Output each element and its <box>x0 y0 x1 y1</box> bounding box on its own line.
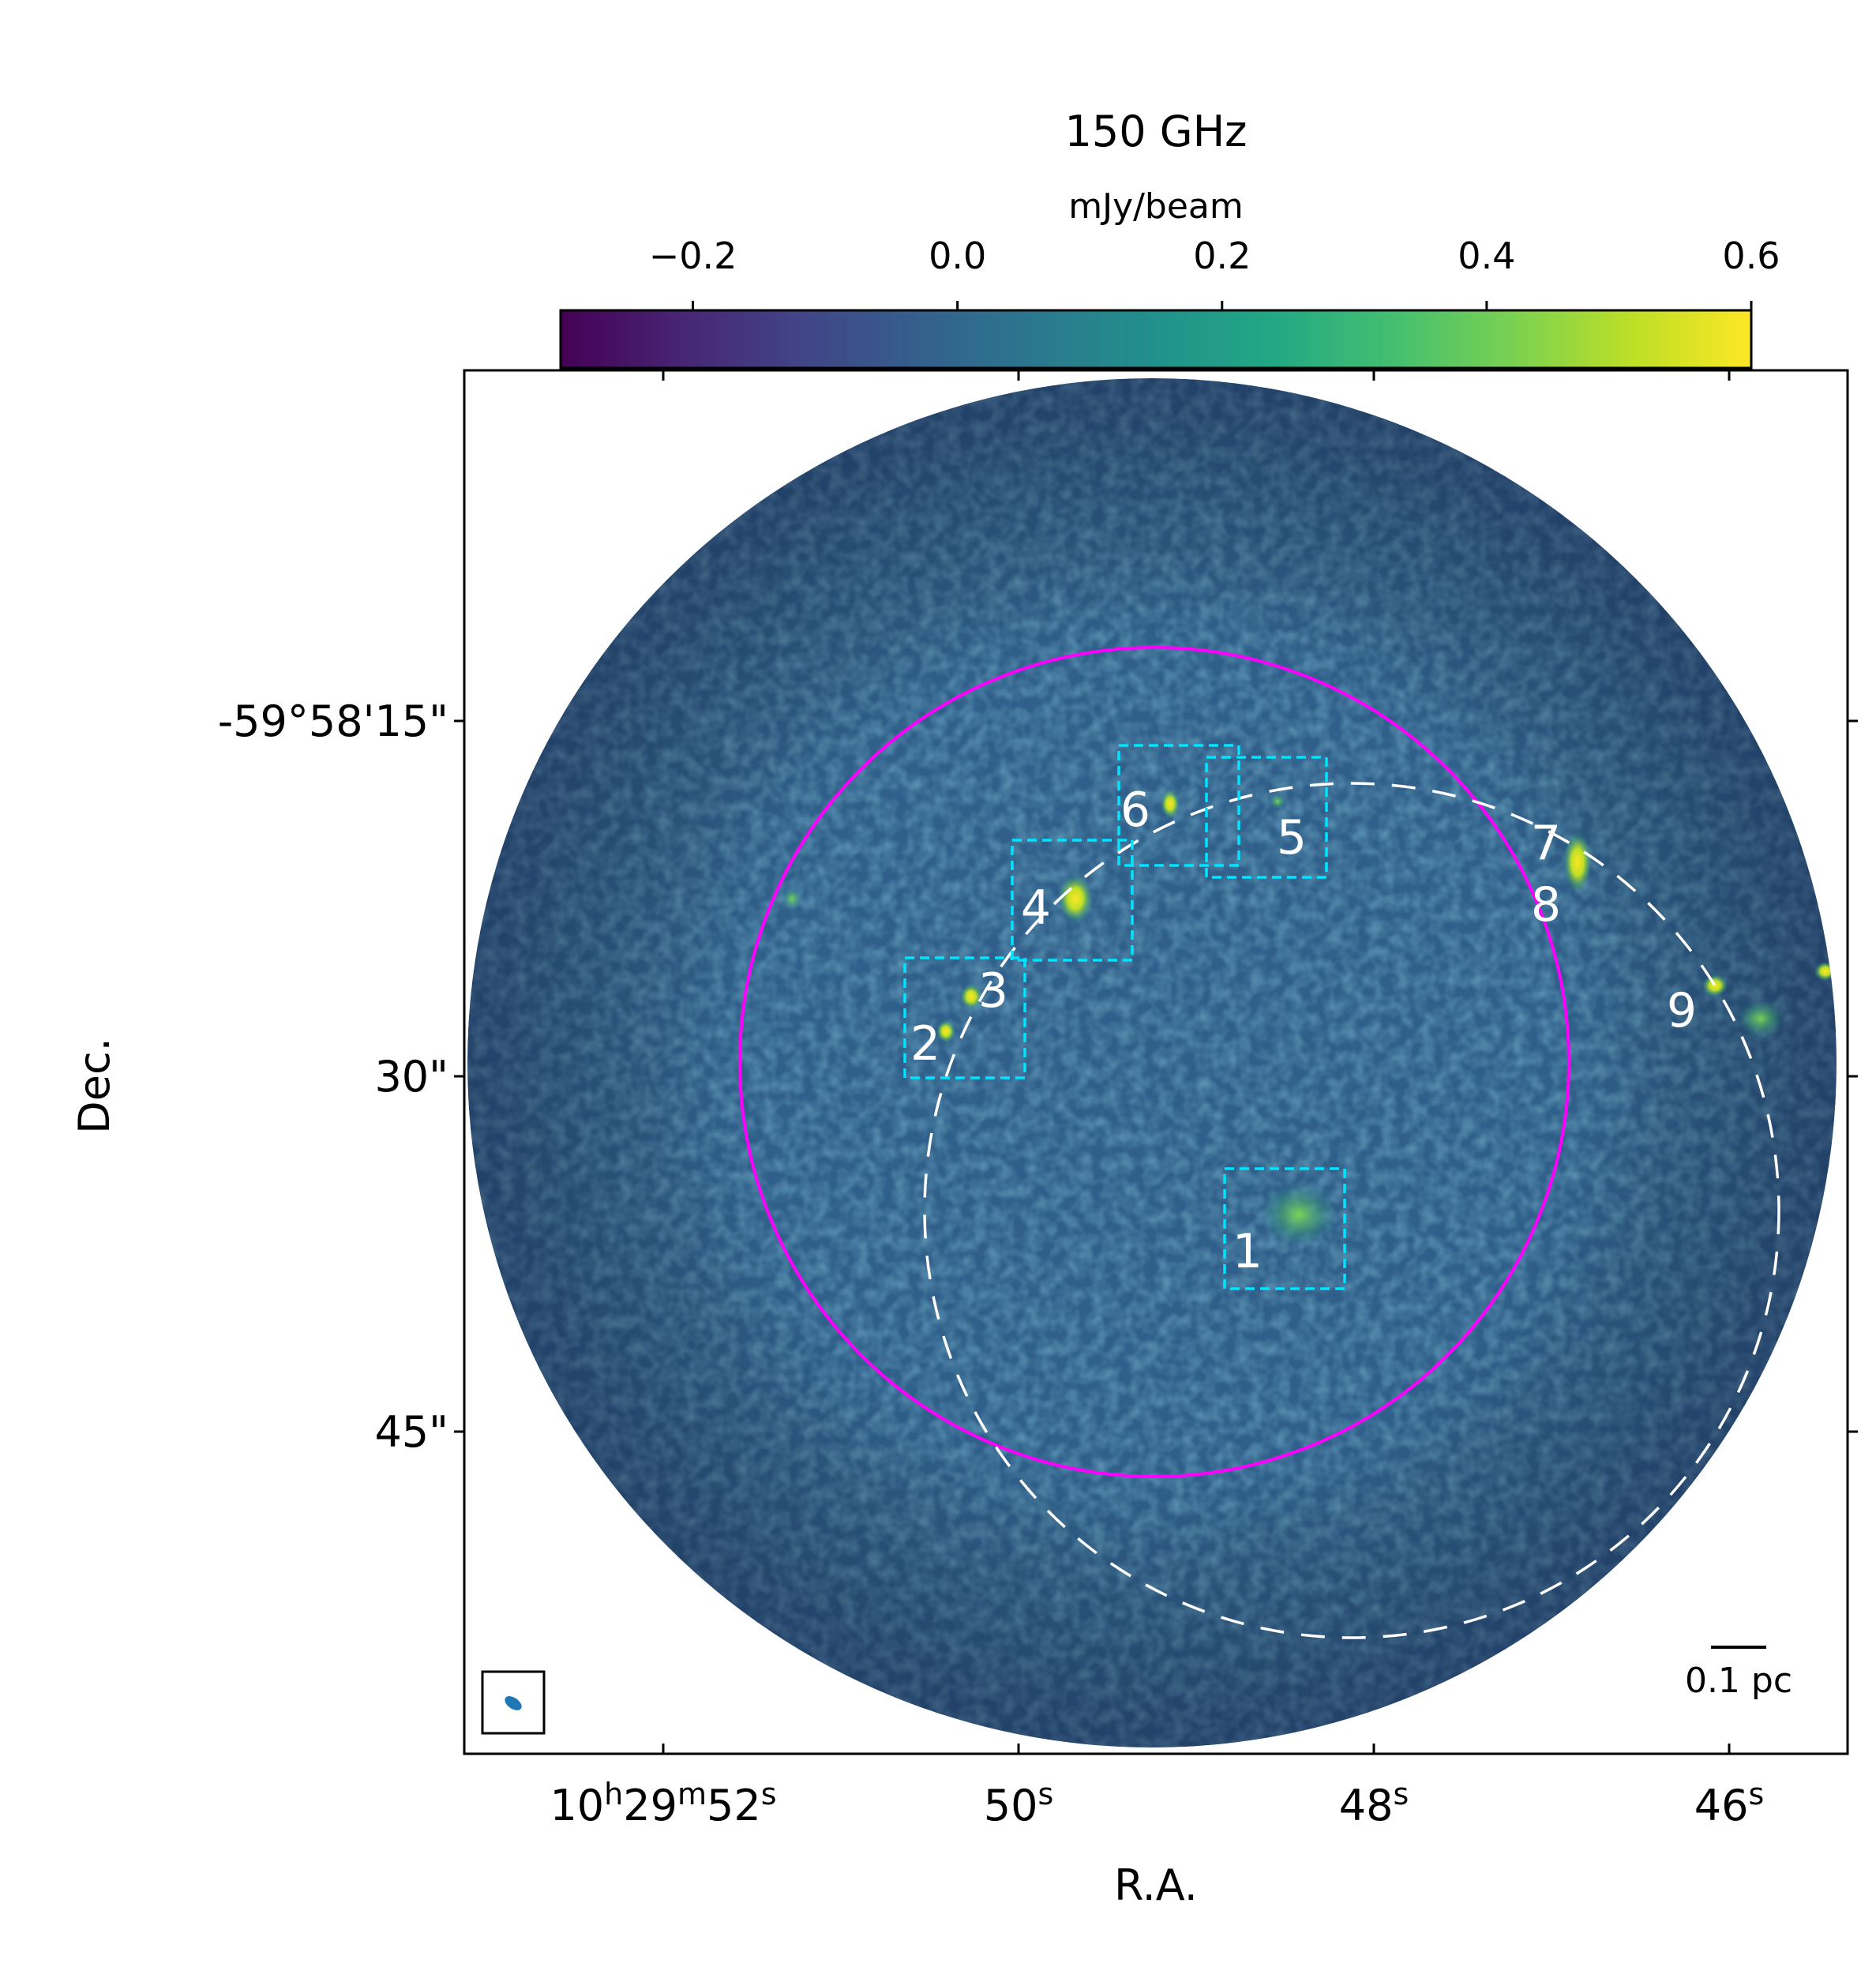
emission-blob <box>1563 832 1592 892</box>
colorbar: −0.2 0.0 0.2 0.4 0.6 <box>559 235 1780 370</box>
region-box <box>1205 756 1328 879</box>
x-tick-label: 10h29m52s <box>550 1777 776 1830</box>
emission-blob <box>1261 1183 1337 1246</box>
region-box <box>903 956 1026 1079</box>
y-tick-label: -59°58'15" <box>218 696 448 746</box>
colorbar-tick-label: 0.4 <box>1458 235 1515 277</box>
source-label: 3 <box>978 963 1008 1019</box>
colorbar-label: mJy/beam <box>1068 186 1244 227</box>
x-tick-label: 46s <box>1694 1777 1765 1830</box>
colorbar-tick-label: 0.0 <box>929 235 986 277</box>
region-box <box>1223 1167 1346 1290</box>
emission-blob <box>1270 794 1285 809</box>
y-tick-label: 30" <box>374 1052 448 1102</box>
region-boxes <box>903 744 1346 1290</box>
field-of-view <box>467 378 1837 1747</box>
y-tick-label: 45" <box>374 1407 448 1457</box>
colorbar-gradient <box>559 309 1753 370</box>
beam-box <box>481 1670 546 1735</box>
emission-blob <box>936 1020 955 1042</box>
chart-title: 150 GHz <box>1064 107 1247 156</box>
emission-blob <box>1058 875 1093 922</box>
emission-sources <box>655 546 1837 1246</box>
colorbar-ticks: −0.2 0.0 0.2 0.4 0.6 <box>649 235 1780 310</box>
region-box <box>1011 839 1134 962</box>
source-label: 8 <box>1531 877 1561 933</box>
emission-blob <box>1737 1000 1784 1038</box>
x-axis-label: R.A. <box>1114 1860 1198 1910</box>
plot-frame <box>463 369 1849 1755</box>
dashed-circle <box>923 782 1780 1639</box>
beam-ellipse <box>505 1696 522 1710</box>
source-label: 4 <box>1021 880 1051 936</box>
emission-blob <box>1702 974 1728 997</box>
emission-blob <box>960 984 982 1009</box>
y-axis-label: Dec. <box>69 1038 119 1134</box>
beam-inset <box>481 1670 546 1735</box>
source-label: 6 <box>1120 783 1150 838</box>
source-label: 2 <box>910 1016 940 1072</box>
emission-blob <box>782 888 801 910</box>
scale-bar: 0.1 pc <box>1685 1646 1792 1701</box>
colorbar-tick-label: 0.6 <box>1722 235 1780 277</box>
region-box <box>1117 744 1240 867</box>
source-label: 1 <box>1233 1224 1263 1279</box>
source-label: 5 <box>1277 810 1307 865</box>
axis-ticks: 10h29m52s 50s 48s 46s -59°58'15" 30" 45" <box>218 370 1858 1830</box>
x-tick-label: 48s <box>1339 1777 1409 1830</box>
source-label: 7 <box>1531 816 1561 871</box>
emission-blob <box>1161 790 1180 818</box>
colorbar-tick-label: −0.2 <box>649 235 737 277</box>
colorbar-tick-label: 0.2 <box>1193 235 1251 277</box>
sky-map: 1 234 5 6 7 8 9 0.1 pc <box>463 369 1849 1755</box>
source-label: 9 <box>1667 983 1697 1038</box>
scale-bar-label: 0.1 pc <box>1685 1661 1792 1701</box>
source-labels: 1 234 5 6 7 8 9 <box>910 783 1697 1279</box>
x-tick-label: 50s <box>984 1777 1054 1830</box>
solid-circle <box>738 646 1570 1478</box>
